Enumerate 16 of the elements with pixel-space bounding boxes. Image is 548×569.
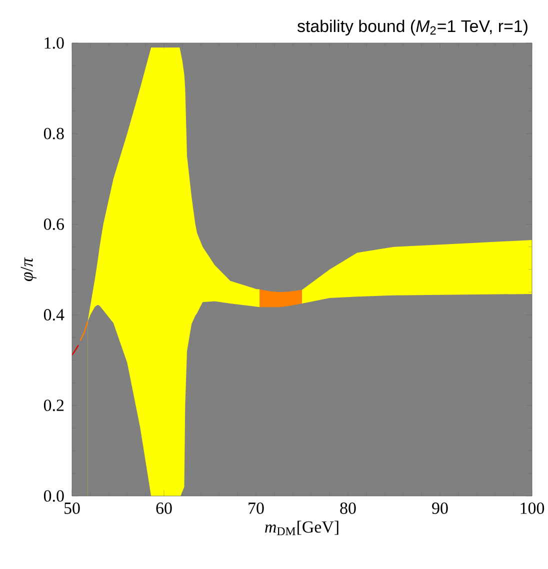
y-tick-label: 0.6 xyxy=(44,218,64,230)
y-tick-label: 0.8 xyxy=(44,128,64,140)
y-tick-label: 0.2 xyxy=(44,400,64,412)
x-tick-label: 100 xyxy=(520,502,544,514)
y-axis-title: φ/π xyxy=(20,257,36,282)
y-tick-label: 0.4 xyxy=(44,309,64,321)
x-tick-label: 50 xyxy=(64,502,80,514)
line-series xyxy=(80,320,88,342)
chart-title: stability bound (M$_{2}$=1 TeV, r=1) xyxy=(297,20,528,36)
x-tick-label: 70 xyxy=(248,502,264,514)
x-tick-label: 60 xyxy=(156,502,172,514)
x-tick-label: 90 xyxy=(432,502,448,514)
x-tick-label: 80 xyxy=(340,502,356,514)
y-tick-label: 0.0 xyxy=(44,490,64,502)
x-axis-title: m$_{DM}$[GeV] xyxy=(265,520,338,536)
y-tick-label: 1.0 xyxy=(44,37,64,49)
